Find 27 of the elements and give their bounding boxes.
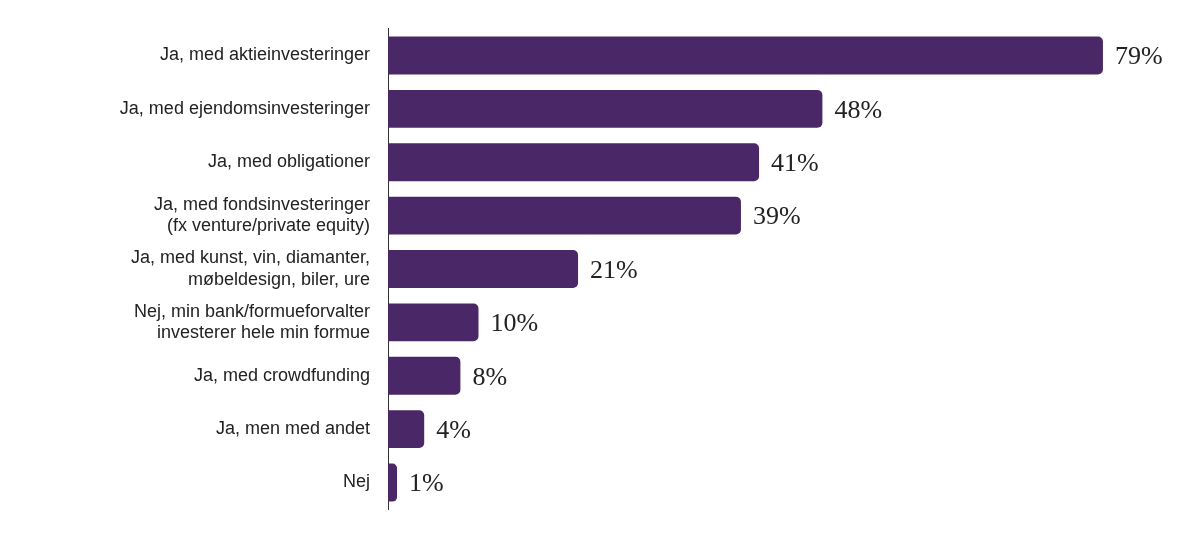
bar: [388, 463, 398, 502]
data-label: 39%: [752, 201, 801, 231]
bar: [388, 89, 823, 128]
data-label: 8%: [472, 361, 508, 391]
bar: [388, 143, 760, 182]
bar: [388, 410, 425, 449]
y-tick-label: Ja, med aktieinvesteringer: [159, 44, 370, 65]
data-label: 10%: [490, 308, 539, 338]
bar: [388, 303, 479, 342]
y-tick-label: Ja, med obligationer: [207, 151, 370, 172]
data-label: 1%: [409, 468, 444, 498]
y-tick-label: Ja, men med andet: [215, 418, 370, 439]
y-tick-label: Nej: [342, 471, 370, 492]
bar: [388, 250, 579, 288]
bar: [388, 356, 461, 395]
bar: [388, 36, 1103, 75]
data-label: 4%: [436, 414, 471, 444]
data-label: 21%: [590, 254, 638, 284]
y-tick-label: Ja, med ejendomsinvesteringer: [119, 97, 370, 118]
data-label: 48%: [834, 94, 883, 124]
y-tick-label: Nej, min bank/formueforvalter investerer hele min formue: [133, 300, 370, 343]
y-tick-label: Ja, med crowdfunding: [193, 364, 370, 385]
bar: [388, 196, 741, 235]
y-tick-label: Ja, med kunst, vin, diamanter, møbeldesign, biler, ure: [130, 247, 370, 289]
data-label: 41%: [771, 148, 819, 178]
data-label: 79%: [1114, 41, 1163, 71]
y-tick-label: Ja, med fondsinvesteringer (fx venture/private equity): [153, 193, 370, 236]
